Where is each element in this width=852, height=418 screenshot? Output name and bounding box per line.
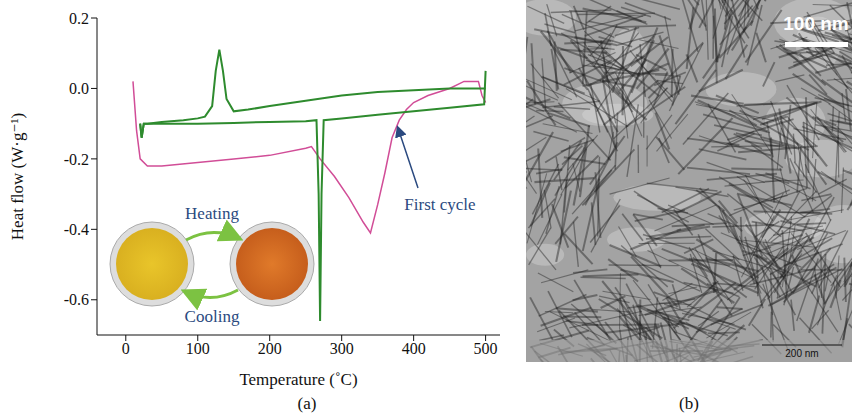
svg-text:200 nm: 200 nm <box>785 348 818 359</box>
svg-text:100: 100 <box>186 340 210 357</box>
svg-text:-0.2: -0.2 <box>64 151 89 168</box>
svg-text:-0.4: -0.4 <box>64 221 89 238</box>
svg-text:400: 400 <box>402 340 426 357</box>
svg-text:200: 200 <box>258 340 282 357</box>
svg-text:100 nm: 100 nm <box>783 13 848 34</box>
svg-text:0.0: 0.0 <box>69 80 89 97</box>
svg-text:First cycle: First cycle <box>404 195 475 214</box>
svg-text:Cooling: Cooling <box>185 307 240 326</box>
svg-text:Heating: Heating <box>185 204 239 223</box>
svg-text:0.2: 0.2 <box>69 10 89 27</box>
svg-text:0: 0 <box>122 340 130 357</box>
svg-text:Temperature (˚C): Temperature (˚C) <box>239 370 357 389</box>
svg-text:500: 500 <box>474 340 498 357</box>
html-text:(a): (a) <box>297 394 317 413</box>
html-text:(b): (b) <box>679 394 699 413</box>
svg-text:-0.6: -0.6 <box>64 291 89 308</box>
svg-text:300: 300 <box>330 340 354 357</box>
svg-text:Heat flow (W·g⁻¹): Heat flow (W·g⁻¹) <box>8 113 27 240</box>
